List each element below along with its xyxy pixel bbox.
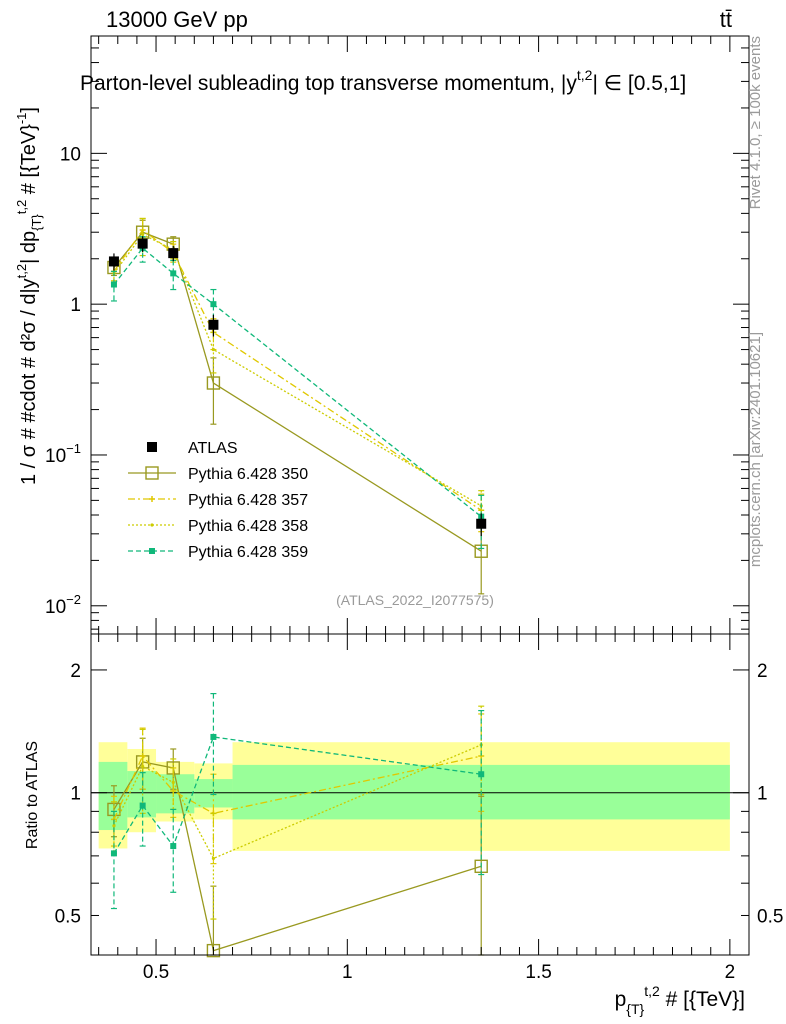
legend: ATLAS Pythia 6.428 350 Pythia 6.428 357 Pyt… (128, 440, 308, 561)
x-label-p: p (615, 988, 627, 1011)
series-2-line (113, 233, 482, 507)
mcplots-label: mcplots.cern.ch [arXiv:2401.10621] (747, 332, 764, 567)
main-x-axis (98, 36, 731, 634)
watermark: (ATLAS_2022_I2077575) (336, 592, 494, 608)
y-label-part1: 1 / σ # #cdot # d²σ / d|y (18, 278, 40, 485)
y-label-end: ] (18, 107, 40, 113)
x-tick-label: 2 (725, 962, 736, 983)
y-tick-base: 10 (45, 446, 66, 467)
legend-marker (149, 496, 155, 502)
header-process: tt̄ (720, 7, 732, 32)
y-axis-label: 1 / σ # #cdot # d²σ / d|yt,2| dp{T}t,2 #… (14, 107, 44, 485)
chart-title-main: Parton-level subleading top transverse m… (80, 72, 577, 95)
chart-title-tail: | ∈ [0.5,1] (592, 72, 686, 95)
legend-marker (149, 548, 155, 554)
x-label-tail: # [{TeV}] (660, 988, 745, 1011)
x-tick-label: 0.5 (143, 962, 169, 983)
series-3-ratio-point (110, 850, 117, 857)
chart-title: Parton-level subleading top transverse m… (80, 67, 686, 95)
header-energy: 13000 GeV pp (106, 7, 248, 32)
y-tick-base: 10 (60, 144, 81, 165)
series-3-ratio-point (139, 802, 146, 809)
x-label-sup: t,2 (644, 983, 660, 999)
y-label-sup2: t,2 (14, 200, 29, 214)
series-3-ratio-point (170, 843, 177, 850)
series-0-ratio-point (206, 943, 221, 958)
series-3-point (110, 281, 117, 288)
series-2-point (211, 347, 216, 352)
legend-label: ATLAS (188, 440, 238, 457)
legend-label: Pythia 6.428 350 (188, 466, 308, 483)
legend-label: Pythia 6.428 357 (188, 492, 308, 509)
y-label-sub: {T} (29, 214, 44, 231)
legend-marker (150, 523, 154, 527)
legend-marker (145, 466, 159, 480)
x-tick-label: 1 (342, 962, 353, 983)
y-tick-label: 10 (60, 144, 81, 165)
series-0-point (206, 376, 221, 390)
atlas-point (108, 256, 119, 267)
y-tick-label: 10−1 (45, 441, 81, 467)
legend-marker-atlas (147, 442, 157, 452)
series-3-ratio-point (210, 733, 217, 740)
y-tick-base: 1 (70, 295, 81, 316)
atlas-point (168, 248, 179, 259)
y-tick-base: 10 (45, 597, 66, 618)
series-3-line (113, 247, 482, 518)
atlas-point (476, 518, 487, 529)
series-3-ratio-point (478, 771, 485, 778)
series-2-ratio-point (171, 780, 175, 784)
ratio-y-label: Ratio to ATLAS (24, 741, 41, 849)
series-2-ratio-point (112, 824, 116, 828)
series-3-point (170, 270, 177, 277)
series-2-ratio-point (211, 856, 216, 861)
chart-title-sup: t,2 (577, 67, 593, 83)
ratio-frame (90, 633, 750, 956)
series-2-point (141, 232, 145, 237)
legend-label: Pythia 6.428 359 (188, 544, 308, 561)
ratio-data-layer (91, 692, 749, 958)
ratio-x-axis: 0.5 1 1.5 2 (98, 634, 736, 983)
y-label-tail: # [{TeV} (18, 124, 40, 200)
series-3-point (210, 301, 217, 308)
atlas-point (137, 238, 148, 249)
y-tick-exp: −2 (66, 592, 81, 607)
main-data-layer (107, 217, 488, 595)
y-label-sup1: t,2 (14, 264, 29, 278)
y-tick-exp: −1 (66, 441, 81, 456)
legend-label: Pythia 6.428 358 (188, 518, 308, 535)
ratio-band-inner (127, 771, 157, 818)
atlas-point (208, 319, 219, 330)
x-axis-label: p{T}t,2 # [{TeV}] (615, 983, 745, 1017)
ratio-y-axis: 0.5 0.5 1 1 2 2 (55, 661, 784, 928)
y-label-mid: | dp (18, 231, 40, 264)
ratio-y-tick-label: 1 (70, 784, 81, 805)
series-2-ratio-point (141, 764, 145, 769)
ratio-y-tick-label-right: 2 (757, 661, 768, 682)
ratio-y-tick-label-right: 1 (757, 784, 768, 805)
x-tick-label: 1.5 (525, 962, 551, 983)
rivet-label: Rivet 4.1.0, ≥ 100k events (747, 36, 764, 209)
ratio-y-tick-label-right: 0.5 (757, 906, 783, 927)
ratio-band-inner (156, 774, 195, 814)
ratio-y-tick-label: 2 (70, 661, 81, 682)
y-tick-label: 1 (70, 295, 81, 316)
y-tick-label: 10−2 (45, 592, 81, 618)
y-label-exp: -1 (14, 113, 29, 125)
series-1-line (113, 229, 482, 511)
x-label-sub: {T} (626, 1001, 644, 1017)
ratio-y-tick-label: 0.5 (55, 906, 81, 927)
ratio-panel: 0.5 0.5 1 1 2 2 0.5 1 1.5 2 Ratio to ATLAS (24, 633, 784, 983)
